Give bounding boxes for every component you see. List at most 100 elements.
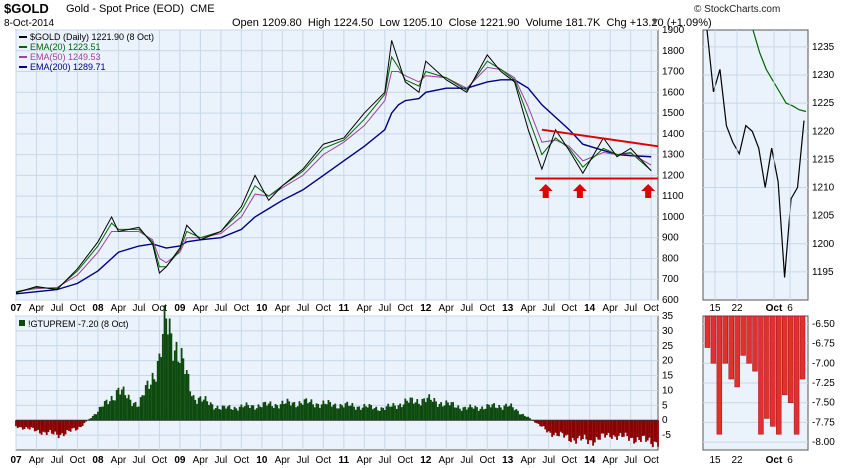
indicator-bar [20, 420, 23, 428]
indicator-bar [330, 406, 333, 421]
indicator-bar [551, 420, 554, 437]
indicator-bar [149, 384, 152, 421]
indicator-bar [520, 414, 523, 421]
indicator-bar [628, 420, 630, 441]
indicator-bar [39, 420, 41, 434]
indicator-bar [15, 420, 17, 427]
indicator-bar [392, 403, 395, 421]
indicator-bar [317, 403, 320, 421]
indicator-bar [120, 389, 123, 421]
indicator-bar [616, 420, 618, 440]
x-tick-label: Apr [520, 303, 536, 314]
indicator-bar [124, 395, 127, 421]
indicator-bar [354, 409, 357, 421]
x-tick-label: Oct [479, 303, 495, 314]
indicator-bar [313, 407, 316, 421]
indicator-bar [235, 408, 238, 421]
y-tick-label: 1700 [662, 67, 685, 78]
indicator-bar [486, 404, 489, 421]
indicator-bar [148, 388, 151, 421]
y-tick-label: -8.00 [812, 437, 835, 448]
indicator-bar [430, 399, 432, 421]
indicator-bar [303, 399, 306, 421]
indicator-bar [272, 407, 275, 421]
indicator-bar [132, 403, 135, 421]
indicator-bar [402, 404, 405, 421]
indicator-bar [179, 363, 181, 421]
indicator-bar [155, 381, 157, 421]
indicator-bar [325, 404, 328, 421]
indicator-bar [44, 420, 46, 433]
indicator-bar [88, 418, 91, 421]
indicator-bar [619, 420, 622, 434]
indicator-bar [576, 420, 579, 439]
indicator-bar [320, 404, 323, 421]
indicator-bar [307, 403, 309, 421]
y-tick-label: 1200 [662, 170, 685, 181]
low-value: 1205.10 [402, 17, 443, 29]
indicator-bar [296, 406, 299, 421]
indicator-bar [342, 407, 345, 421]
indicator-bar [329, 401, 332, 421]
indicator-bar [249, 407, 251, 421]
indicator-bar [339, 403, 342, 421]
x-tick-label: Jul [624, 303, 637, 314]
x-tick-label: 11 [339, 455, 350, 466]
y-tick-label: 1000 [662, 212, 685, 223]
indicator-bar [322, 400, 325, 421]
x-tick-label: Apr [602, 303, 618, 314]
indicator-bar [477, 410, 480, 421]
indicator-bar [459, 408, 461, 421]
x-tick-label: Oct [766, 303, 783, 314]
indicator-bar [523, 415, 526, 421]
indicator-bar [646, 420, 649, 441]
y-tick-label: 1225 [812, 98, 835, 109]
indicator-bar [570, 420, 572, 443]
indicator-bar [57, 420, 60, 439]
indicator-bar [23, 420, 26, 429]
legend-entry: EMA(20) 1223.51 [30, 42, 101, 52]
indicator-bar [515, 409, 518, 421]
indicator-bar [382, 407, 385, 421]
indicator-bar [247, 405, 250, 421]
x-tick-label: Oct [234, 455, 250, 466]
indicator-bar [438, 403, 441, 421]
resistance-line [541, 128, 659, 148]
indicator-bar [334, 403, 337, 421]
indicator-bar [71, 420, 74, 429]
indicator-bar [168, 318, 171, 421]
zoom-indicator-bar [793, 315, 800, 435]
indicator-bar [648, 420, 651, 438]
x-tick-label: Jul [460, 303, 473, 314]
indicator-bar [114, 400, 116, 421]
x-tick-label: Oct [70, 303, 86, 314]
x-tick-label: 10 [256, 303, 268, 314]
indicator-bar [590, 420, 593, 441]
y-tick-label: 5 [662, 400, 668, 411]
indicator-bar [289, 405, 292, 421]
indicator-bar [129, 399, 132, 421]
indicator-bar [597, 420, 600, 440]
indicator-bar [556, 420, 559, 436]
indicator-bar [494, 407, 497, 421]
x-tick-label: 14 [584, 455, 596, 466]
indicator-bar [489, 407, 492, 421]
chart-menu-icon[interactable]: ▼ [650, 17, 660, 28]
indicator-bar [146, 380, 149, 421]
indicator-bar [78, 420, 81, 427]
indicator-bar [50, 420, 53, 434]
indicator-bar [76, 420, 79, 430]
indicator-bar [508, 405, 511, 421]
indicator-bar [308, 402, 311, 421]
zoom-indicator-bar [787, 315, 794, 403]
indicator-bar [426, 397, 429, 421]
indicator-bar [163, 305, 166, 421]
indicator-bar [599, 420, 601, 440]
x-tick-label: Apr [438, 303, 454, 314]
indicator-bar [443, 405, 446, 421]
x-tick-label: 6 [787, 303, 793, 314]
indicator-bar [134, 401, 137, 421]
indicator-bar [327, 399, 330, 421]
x-tick-label: 07 [10, 303, 22, 314]
indicator-bar [279, 404, 282, 421]
